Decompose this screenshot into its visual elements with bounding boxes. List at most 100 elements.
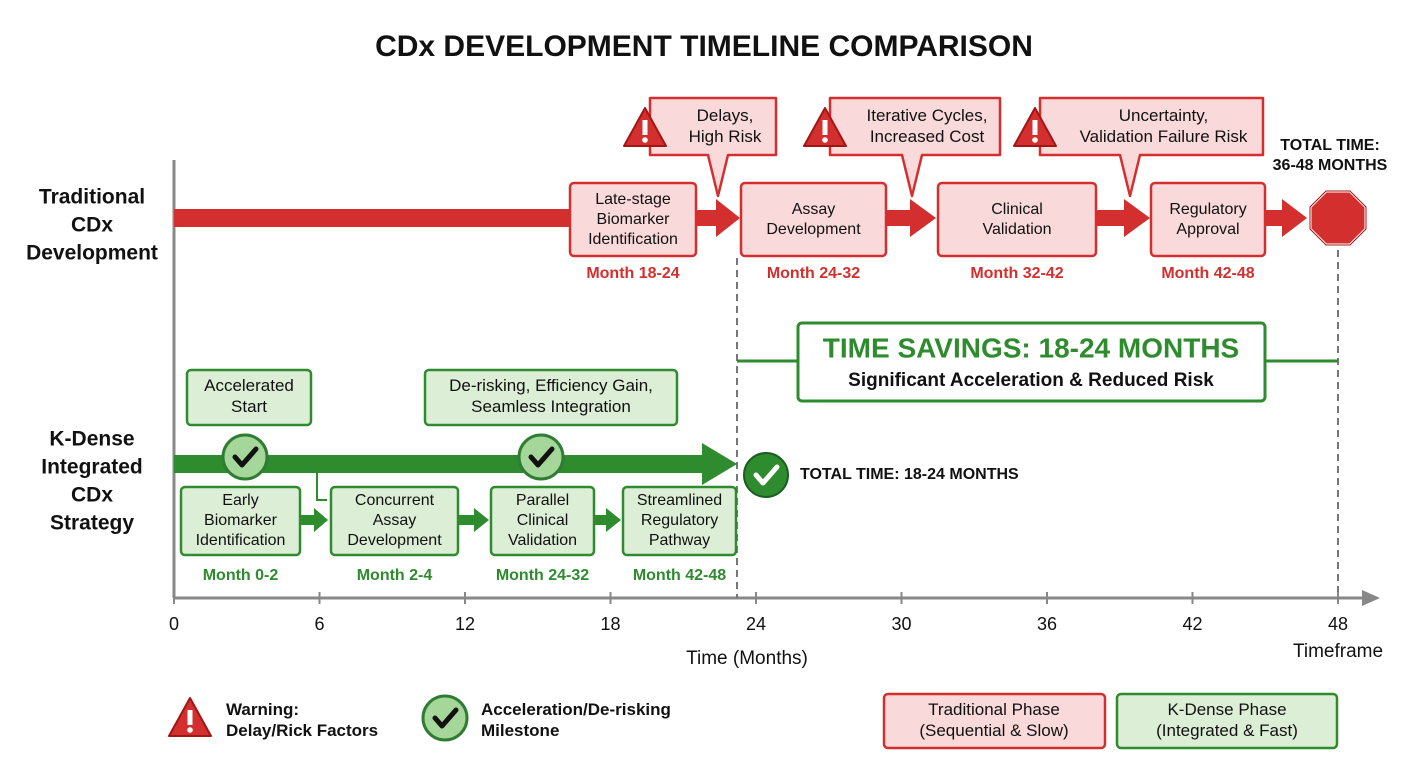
green-arrows xyxy=(300,508,621,532)
milestone-label: Start xyxy=(231,397,267,416)
phase-label: Biomarker xyxy=(597,211,671,228)
phase-label: Concurrent xyxy=(355,492,435,509)
phase-label: Late-stage xyxy=(595,191,671,208)
tick-label: 42 xyxy=(1182,614,1202,634)
axis-label: Time (Months) xyxy=(686,648,808,669)
phase-months: Month 0-2 xyxy=(203,567,279,584)
phase-label: Validation xyxy=(508,532,577,549)
title: CDx DEVELOPMENT TIMELINE COMPARISON xyxy=(375,30,1033,63)
phase-box xyxy=(621,485,738,557)
tick-label: 6 xyxy=(314,614,324,634)
milestone-callout xyxy=(423,368,679,427)
risk-label: Validation Failure Risk xyxy=(1080,127,1248,146)
risk-label: Uncertainty, xyxy=(1119,106,1208,125)
phase-label: Clinical xyxy=(517,512,569,529)
risk-callout xyxy=(828,96,1002,198)
phase-label: Identification xyxy=(588,231,678,248)
risk-label: High Risk xyxy=(689,127,762,146)
total-check xyxy=(743,452,789,498)
row-label: Integrated xyxy=(41,456,143,479)
row-label: CDx xyxy=(71,214,113,237)
traditional-bar xyxy=(174,209,572,227)
phase-label: Parallel xyxy=(516,492,569,509)
axis-end-label: Timeframe xyxy=(1293,641,1383,662)
legend-label: Warning: xyxy=(226,700,299,719)
phase-label: Assay xyxy=(792,201,836,218)
legend-label: (Integrated & Fast) xyxy=(1156,721,1298,740)
risk-callout xyxy=(1038,96,1265,198)
phase-label: Assay xyxy=(373,512,417,529)
legend-check-icon xyxy=(423,696,467,740)
phase-label: Development xyxy=(347,532,442,549)
traditional-total: 36-48 MONTHS xyxy=(1273,157,1388,174)
row-label: Strategy xyxy=(50,512,134,535)
phase-label: Streamlined xyxy=(637,492,722,509)
check-icon xyxy=(223,435,267,479)
tick-label: 36 xyxy=(1037,614,1057,634)
risk-callout xyxy=(648,96,778,198)
phase-box xyxy=(936,181,1098,258)
phase-label: Identification xyxy=(196,532,286,549)
traditional-total: TOTAL TIME: xyxy=(1280,137,1380,154)
legend-label: Milestone xyxy=(481,721,559,740)
phase-label: Approval xyxy=(1176,221,1239,238)
legend-label: K-Dense Phase xyxy=(1167,700,1286,719)
row-label: Development xyxy=(26,242,158,265)
legend-label: Acceleration/De-risking xyxy=(481,700,671,719)
milestone-label: De-risking, Efficiency Gain, xyxy=(449,376,653,395)
milestone-label: Accelerated xyxy=(204,376,294,395)
phase-label: Biomarker xyxy=(204,512,278,529)
phase-months: Month 24-32 xyxy=(767,265,860,282)
tick-label: 18 xyxy=(600,614,620,634)
phase-months: Month 2-4 xyxy=(357,567,433,584)
phase-months: Month 42-48 xyxy=(633,567,726,584)
phase-box xyxy=(489,485,596,557)
row-label: Traditional xyxy=(39,186,145,209)
milestone-label: Seamless Integration xyxy=(471,397,631,416)
connector xyxy=(316,473,327,501)
check-icon xyxy=(519,435,563,479)
phase-label: Clinical xyxy=(991,201,1043,218)
legend-label: (Sequential & Slow) xyxy=(919,721,1068,740)
stop-sign-outline xyxy=(1309,190,1367,246)
phase-label: Validation xyxy=(982,221,1051,238)
phase-box xyxy=(568,181,698,258)
red-arrows xyxy=(696,199,1307,237)
phase-months: Month 32-42 xyxy=(970,265,1063,282)
kdense-bar xyxy=(174,443,737,485)
phase-months: Month 18-24 xyxy=(586,265,679,282)
legend-kdense-box xyxy=(1115,692,1339,750)
tick-label: 48 xyxy=(1328,614,1348,634)
savings-title: TIME SAVINGS: 18-24 MONTHS xyxy=(823,332,1239,363)
kdense-total: TOTAL TIME: 18-24 MONTHS xyxy=(800,466,1019,483)
phase-box xyxy=(1149,181,1267,258)
phase-label: Development xyxy=(766,221,861,238)
legend-label: Traditional Phase xyxy=(928,700,1060,719)
tick-label: 12 xyxy=(455,614,475,634)
phase-months: Month 24-32 xyxy=(496,567,589,584)
phase-label: Regulatory xyxy=(641,512,718,529)
phase-label: Regulatory xyxy=(1169,201,1246,218)
risk-label: Increased Cost xyxy=(870,127,985,146)
axis-arrow xyxy=(1362,590,1380,606)
phase-box xyxy=(739,181,888,258)
phase-box xyxy=(179,485,302,557)
legend-traditional-box xyxy=(882,692,1107,750)
row-label: CDx xyxy=(71,484,113,507)
tick-label: 0 xyxy=(169,614,179,634)
phase-label: Pathway xyxy=(649,532,710,549)
phase-box xyxy=(329,485,460,557)
tick-label: 24 xyxy=(746,614,766,634)
milestone-callout xyxy=(185,368,313,427)
legend-warning-icon xyxy=(168,697,212,737)
risk-label: Delays, xyxy=(697,106,754,125)
phase-months: Month 42-48 xyxy=(1161,265,1254,282)
legend-label: Delay/Rick Factors xyxy=(226,721,378,740)
total-check-mark xyxy=(753,464,780,486)
savings-box xyxy=(796,321,1267,403)
tick-label: 30 xyxy=(891,614,911,634)
phase-label: Early xyxy=(222,492,258,509)
row-label: K-Dense xyxy=(49,428,134,451)
risk-label: Iterative Cycles, xyxy=(867,106,988,125)
